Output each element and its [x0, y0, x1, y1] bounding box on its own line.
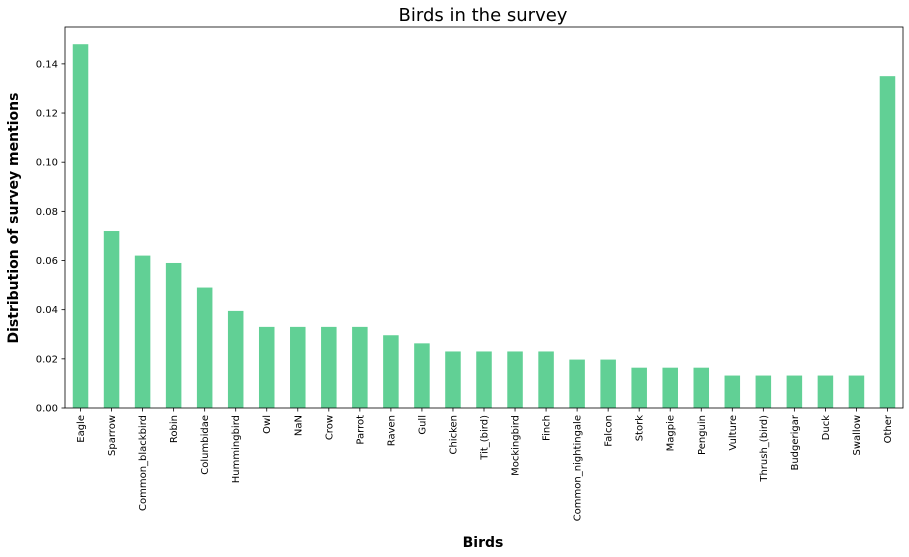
bar-tit-bird	[476, 351, 492, 408]
bar-nan	[290, 326, 306, 408]
bar-duck	[817, 375, 834, 408]
bar-chicken	[445, 351, 461, 408]
y-tick-label: 0.06	[36, 256, 58, 267]
bar-owl	[258, 326, 275, 408]
bar-gull	[414, 343, 430, 408]
y-tick-label: 0.12	[36, 109, 58, 120]
x-tick-label: Mockingbird	[511, 415, 522, 476]
bar-raven	[383, 335, 399, 408]
x-tick-label: Thrush_(bird)	[759, 415, 770, 483]
x-tick-label: Magpie	[666, 415, 677, 451]
y-tick-label: 0.02	[36, 354, 58, 365]
bar-common-blackbird	[134, 255, 151, 408]
x-tick-label: Columbidae	[200, 415, 211, 475]
x-tick-label: Raven	[386, 415, 397, 446]
x-tick-label: Sparrow	[107, 415, 118, 456]
x-tick-label: Hummingbird	[231, 415, 242, 483]
x-axis-ticks: Eagle Sparrow Common_blackbird Robin Columbi…	[76, 408, 894, 521]
x-tick-label: Penguin	[697, 415, 708, 455]
y-tick-label: 0.14	[36, 59, 58, 70]
y-tick-label: 0.00	[36, 404, 58, 415]
y-tick-label: 0.08	[36, 207, 58, 218]
y-tick-label: 0.04	[36, 305, 58, 316]
y-axis-label: Distribution of survey mentions	[6, 93, 22, 344]
x-axis-label: Birds	[463, 535, 504, 551]
bar-columbidae	[196, 287, 213, 408]
bar-magpie	[662, 367, 678, 408]
bar-eagle	[72, 44, 89, 408]
plot-frame	[64, 26, 904, 409]
bar-penguin	[693, 367, 710, 408]
y-tick-label: 0.10	[36, 158, 58, 169]
x-tick-label: Owl	[262, 415, 273, 434]
x-tick-label: Falcon	[604, 415, 615, 447]
x-tick-label: Other	[883, 414, 894, 443]
bar-parrot	[352, 326, 368, 408]
x-tick-label: Swallow	[852, 415, 863, 456]
bar-stork	[631, 367, 647, 408]
x-tick-label: Common_blackbird	[138, 415, 149, 511]
bar-hummingbird	[227, 310, 244, 408]
x-tick-label: NaN	[293, 415, 304, 436]
bar-robin	[165, 262, 182, 408]
bars-group	[72, 44, 896, 409]
bar-common-nightingale	[569, 359, 585, 408]
x-tick-label: Crow	[324, 415, 335, 440]
x-tick-label: Stork	[635, 415, 646, 441]
bar-sparrow	[103, 231, 120, 408]
x-tick-label: Duck	[821, 415, 832, 441]
bar-falcon	[600, 359, 616, 408]
x-tick-label: Tit_(bird)	[480, 415, 491, 461]
bar-budgerigar	[786, 375, 803, 408]
bar-finch	[538, 351, 554, 408]
bar-other	[879, 76, 896, 409]
bar-crow	[321, 326, 337, 408]
bar-mockingbird	[507, 351, 523, 408]
bar-swallow	[848, 375, 865, 408]
x-tick-label: Finch	[542, 415, 553, 441]
x-tick-label: Chicken	[448, 415, 459, 455]
x-tick-label: Vulture	[728, 415, 739, 451]
x-tick-label: Eagle	[76, 415, 87, 443]
y-axis-ticks: 0.00 0.02 0.04 0.06 0.08 0.10 0.12 0.14	[36, 59, 65, 415]
x-tick-label: Budgerigar	[790, 414, 801, 470]
x-tick-label: Common_nightingale	[573, 415, 584, 521]
x-tick-label: Parrot	[355, 415, 366, 445]
chart-title: Birds in the survey	[399, 5, 568, 26]
bar-thrush-bird	[755, 375, 772, 408]
bar-vulture	[724, 375, 741, 408]
x-tick-label: Robin	[169, 415, 180, 443]
x-tick-label: Gull	[417, 415, 428, 435]
